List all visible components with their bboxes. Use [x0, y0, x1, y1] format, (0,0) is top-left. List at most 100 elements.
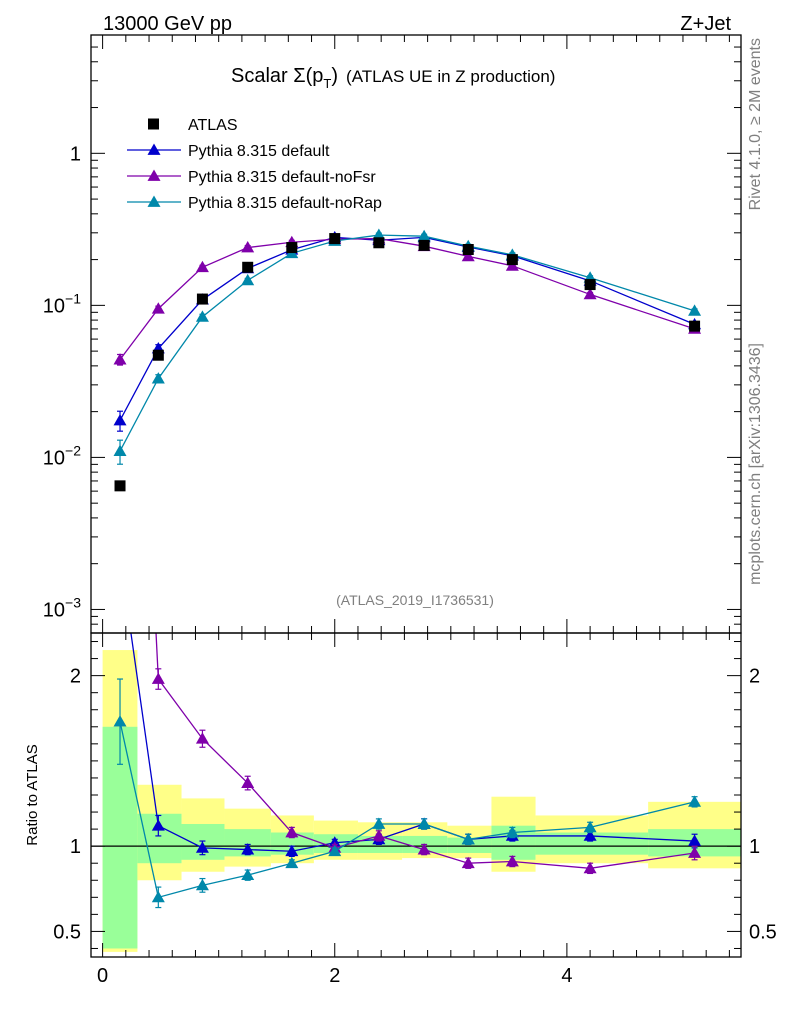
y-tick-label: 1 [70, 143, 81, 165]
legend-label-norap: Pythia 8.315 default-noRap [188, 195, 382, 212]
legend-marker-norap [147, 195, 161, 207]
legend-marker-nofsr [147, 169, 161, 181]
ratio-point-def [285, 844, 299, 857]
ratio-point-norap [151, 890, 165, 903]
point-atlas [114, 480, 126, 492]
legend-item-nofsr: Pythia 8.315 default-noFsr [127, 169, 376, 186]
point-atlas [584, 279, 596, 291]
ratio-point-norap [583, 820, 597, 833]
point-atlas [152, 349, 164, 361]
ratio-y-tick-label-right: 0.5 [749, 921, 777, 943]
ratio-y-tick-label: 0.5 [53, 921, 81, 943]
point-nofsr [151, 302, 165, 314]
point-atlas [373, 237, 385, 249]
y-tick-label: 10−3 [43, 594, 81, 621]
y-tick-label: 10−1 [43, 290, 81, 317]
series-line-norap [119, 234, 695, 452]
point-norap [195, 310, 209, 322]
ratio-point-norap [461, 832, 475, 845]
mcplots-label: mcplots.cern.ch [arXiv:1306.3436] [747, 343, 764, 585]
legend-label-atlas: ATLAS [188, 117, 238, 134]
ratio-point-def [241, 843, 255, 855]
legend-marker-def [147, 143, 161, 155]
legend-marker-atlas [148, 118, 159, 130]
y-tick-label: 10−2 [43, 442, 81, 469]
band-green [447, 837, 492, 853]
ratio-point-def [151, 819, 165, 831]
series-line-nofsr [119, 237, 695, 360]
header-left: 13000 GeV pp [103, 13, 232, 35]
ratio-point-norap [241, 868, 255, 881]
x-tick-label: 0 [97, 965, 108, 987]
ratio-y-tick-label: 1 [70, 836, 81, 858]
ratio-ylabel: Ratio to ATLAS [24, 744, 41, 845]
band-green [535, 832, 649, 855]
ratio-point-def [195, 841, 209, 853]
ratio-frame [90, 632, 742, 958]
point-norap [113, 444, 127, 456]
point-nofsr [195, 260, 209, 273]
point-atlas [506, 254, 518, 266]
ratio-y-tick-label-right: 2 [749, 666, 760, 688]
legend-label-nofsr: Pythia 8.315 default-noFsr [188, 169, 376, 186]
legend-item-norap: Pythia 8.315 default-noRap [127, 195, 382, 212]
point-nofsr [461, 249, 475, 262]
band-green [137, 813, 182, 864]
ratio-point-norap [285, 856, 299, 869]
x-tick-label: 4 [561, 965, 572, 987]
rivet-label: Rivet 4.1.0, ≥ 2M events [747, 38, 764, 210]
analysis-watermark: (ATLAS_2019_I1736531) [336, 592, 494, 608]
point-norap [151, 372, 165, 384]
ratio-point-def [114, 550, 127, 561]
ratio-bands [91, 650, 741, 952]
legend-item-def: Pythia 8.315 default [127, 143, 330, 160]
axes: 0 2 4 10−3 10−2 10−1 1 0.5 0.5 1 1 2 2 [43, 34, 777, 987]
ratio-line-def [130, 633, 695, 852]
point-atlas [286, 242, 298, 254]
ratio-point-def [688, 834, 702, 846]
ratio-point-nofsr [241, 776, 255, 788]
point-norap [417, 229, 431, 242]
ratio-point-norap [113, 715, 127, 727]
legend-item-atlas: ATLAS [148, 117, 238, 134]
ratio-point-norap [505, 826, 519, 838]
series-line-def [119, 236, 695, 421]
ratio-point-norap [688, 795, 702, 807]
point-nofsr [113, 353, 127, 365]
ratio-y-tick-label: 2 [70, 666, 81, 688]
point-atlas [196, 293, 208, 305]
ratio-point-nofsr [688, 846, 702, 858]
ratio-point-nofsr [372, 829, 386, 841]
ratio-point-norap [417, 817, 431, 829]
main-series [113, 228, 702, 492]
ratio-point-norap [328, 844, 342, 857]
ratio-point-norap [195, 878, 209, 891]
point-atlas [462, 244, 474, 256]
ratio-point-nofsr [583, 861, 597, 874]
ratio-point-def [583, 829, 597, 841]
legend: ATLAS Pythia 8.315 default Pythia 8.315 de… [127, 117, 382, 212]
ratio-point-norap [372, 817, 386, 829]
point-nofsr [241, 241, 255, 253]
point-atlas [242, 261, 254, 273]
chart-title: Scalar Σ(pT) (ATLAS UE in Z production) [231, 65, 555, 91]
point-nofsr [583, 287, 597, 300]
header-right: Z+Jet [680, 13, 731, 35]
x-tick-label: 2 [329, 965, 340, 987]
ratio-line-nofsr [155, 633, 695, 869]
point-def [113, 413, 127, 426]
point-norap [372, 228, 386, 240]
point-atlas [418, 239, 430, 251]
legend-label-def: Pythia 8.315 default [188, 143, 330, 160]
ratio-y-tick-label-right: 1 [749, 836, 760, 858]
point-atlas [689, 320, 701, 332]
ratio-point-nofsr [285, 826, 299, 838]
ratio-point-nofsr [461, 856, 475, 869]
ratio-point-nofsr [505, 855, 519, 867]
ratio-point-nofsr [151, 672, 165, 684]
ratio-point-nofsr [195, 732, 209, 744]
point-atlas [329, 233, 341, 245]
ratio-line-norap [119, 721, 695, 899]
point-norap [688, 304, 702, 316]
